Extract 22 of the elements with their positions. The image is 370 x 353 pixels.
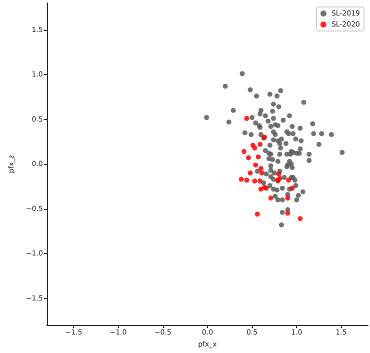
point	[258, 178, 263, 184]
point	[285, 196, 290, 201]
point	[254, 212, 260, 217]
point	[244, 116, 250, 121]
point	[244, 178, 250, 183]
point	[256, 154, 261, 160]
point	[259, 170, 264, 176]
point	[258, 142, 263, 147]
point	[258, 166, 264, 172]
point	[286, 178, 292, 183]
point	[276, 171, 282, 176]
point	[248, 170, 253, 176]
point	[238, 176, 244, 182]
point	[290, 186, 295, 191]
point	[252, 178, 258, 184]
point	[252, 145, 258, 150]
point	[298, 216, 303, 222]
point	[246, 155, 251, 160]
point	[253, 162, 258, 168]
point	[268, 196, 274, 201]
point	[242, 149, 247, 154]
point	[285, 210, 290, 216]
